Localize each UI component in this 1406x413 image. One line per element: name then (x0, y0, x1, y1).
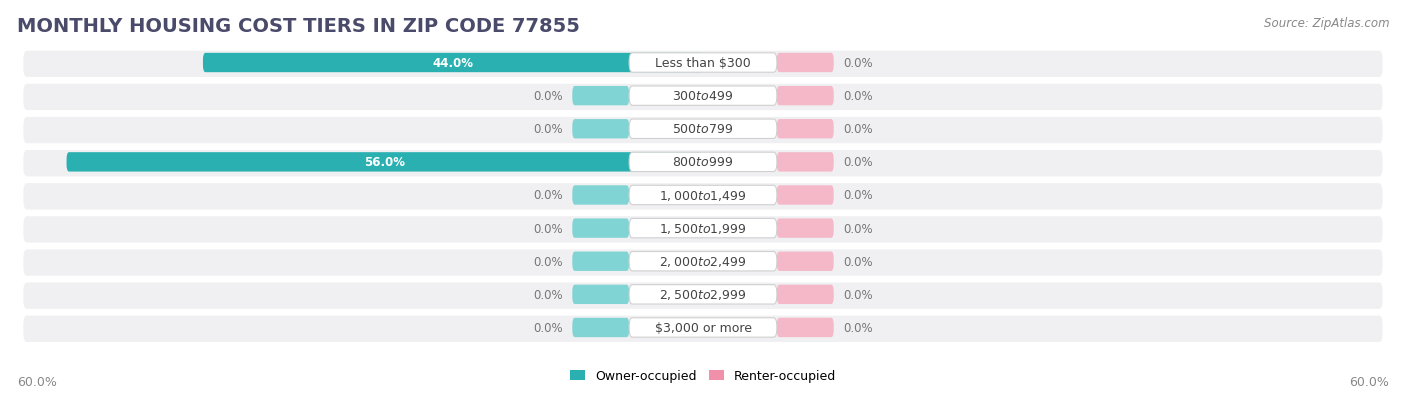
Text: 0.0%: 0.0% (534, 90, 564, 103)
FancyBboxPatch shape (24, 85, 1382, 111)
FancyBboxPatch shape (778, 318, 834, 337)
FancyBboxPatch shape (778, 153, 834, 172)
Legend: Owner-occupied, Renter-occupied: Owner-occupied, Renter-occupied (569, 369, 837, 382)
Text: 0.0%: 0.0% (534, 189, 564, 202)
Text: $1,500 to $1,999: $1,500 to $1,999 (659, 221, 747, 235)
FancyBboxPatch shape (628, 318, 778, 337)
Text: $800 to $999: $800 to $999 (672, 156, 734, 169)
FancyBboxPatch shape (628, 285, 778, 304)
FancyBboxPatch shape (572, 219, 628, 238)
Text: 0.0%: 0.0% (534, 123, 564, 136)
Text: 0.0%: 0.0% (842, 321, 872, 334)
Text: Source: ZipAtlas.com: Source: ZipAtlas.com (1264, 17, 1389, 29)
FancyBboxPatch shape (778, 120, 834, 139)
Text: 0.0%: 0.0% (842, 288, 872, 301)
FancyBboxPatch shape (572, 318, 628, 337)
FancyBboxPatch shape (572, 285, 628, 304)
FancyBboxPatch shape (628, 252, 778, 271)
FancyBboxPatch shape (66, 153, 703, 172)
Text: 0.0%: 0.0% (534, 321, 564, 334)
FancyBboxPatch shape (24, 184, 1382, 210)
FancyBboxPatch shape (628, 219, 778, 238)
FancyBboxPatch shape (24, 250, 1382, 276)
FancyBboxPatch shape (778, 186, 834, 205)
Text: Less than $300: Less than $300 (655, 57, 751, 70)
Text: $300 to $499: $300 to $499 (672, 90, 734, 103)
FancyBboxPatch shape (778, 219, 834, 238)
Text: $2,000 to $2,499: $2,000 to $2,499 (659, 254, 747, 268)
FancyBboxPatch shape (778, 54, 834, 73)
FancyBboxPatch shape (628, 54, 778, 73)
Text: 0.0%: 0.0% (534, 288, 564, 301)
FancyBboxPatch shape (778, 285, 834, 304)
Text: 60.0%: 60.0% (1350, 375, 1389, 388)
Text: 44.0%: 44.0% (433, 57, 474, 70)
FancyBboxPatch shape (572, 252, 628, 271)
FancyBboxPatch shape (24, 151, 1382, 177)
Text: 56.0%: 56.0% (364, 156, 405, 169)
FancyBboxPatch shape (628, 153, 778, 172)
FancyBboxPatch shape (628, 87, 778, 106)
FancyBboxPatch shape (24, 118, 1382, 144)
FancyBboxPatch shape (628, 186, 778, 205)
FancyBboxPatch shape (628, 120, 778, 139)
Text: $1,000 to $1,499: $1,000 to $1,499 (659, 188, 747, 202)
FancyBboxPatch shape (572, 186, 628, 205)
Text: 0.0%: 0.0% (842, 123, 872, 136)
Text: 0.0%: 0.0% (842, 222, 872, 235)
FancyBboxPatch shape (572, 87, 628, 106)
FancyBboxPatch shape (24, 283, 1382, 309)
Text: MONTHLY HOUSING COST TIERS IN ZIP CODE 77855: MONTHLY HOUSING COST TIERS IN ZIP CODE 7… (17, 17, 579, 36)
Text: $2,500 to $2,999: $2,500 to $2,999 (659, 287, 747, 301)
Text: 0.0%: 0.0% (842, 189, 872, 202)
Text: 60.0%: 60.0% (17, 375, 56, 388)
FancyBboxPatch shape (778, 87, 834, 106)
FancyBboxPatch shape (24, 316, 1382, 342)
FancyBboxPatch shape (24, 52, 1382, 78)
Text: 0.0%: 0.0% (842, 90, 872, 103)
FancyBboxPatch shape (572, 120, 628, 139)
FancyBboxPatch shape (202, 54, 703, 73)
Text: $3,000 or more: $3,000 or more (655, 321, 751, 334)
Text: 0.0%: 0.0% (842, 57, 872, 70)
Text: $500 to $799: $500 to $799 (672, 123, 734, 136)
FancyBboxPatch shape (24, 217, 1382, 243)
FancyBboxPatch shape (778, 252, 834, 271)
Text: 0.0%: 0.0% (534, 222, 564, 235)
Text: 0.0%: 0.0% (842, 255, 872, 268)
Text: 0.0%: 0.0% (842, 156, 872, 169)
Text: 0.0%: 0.0% (534, 255, 564, 268)
